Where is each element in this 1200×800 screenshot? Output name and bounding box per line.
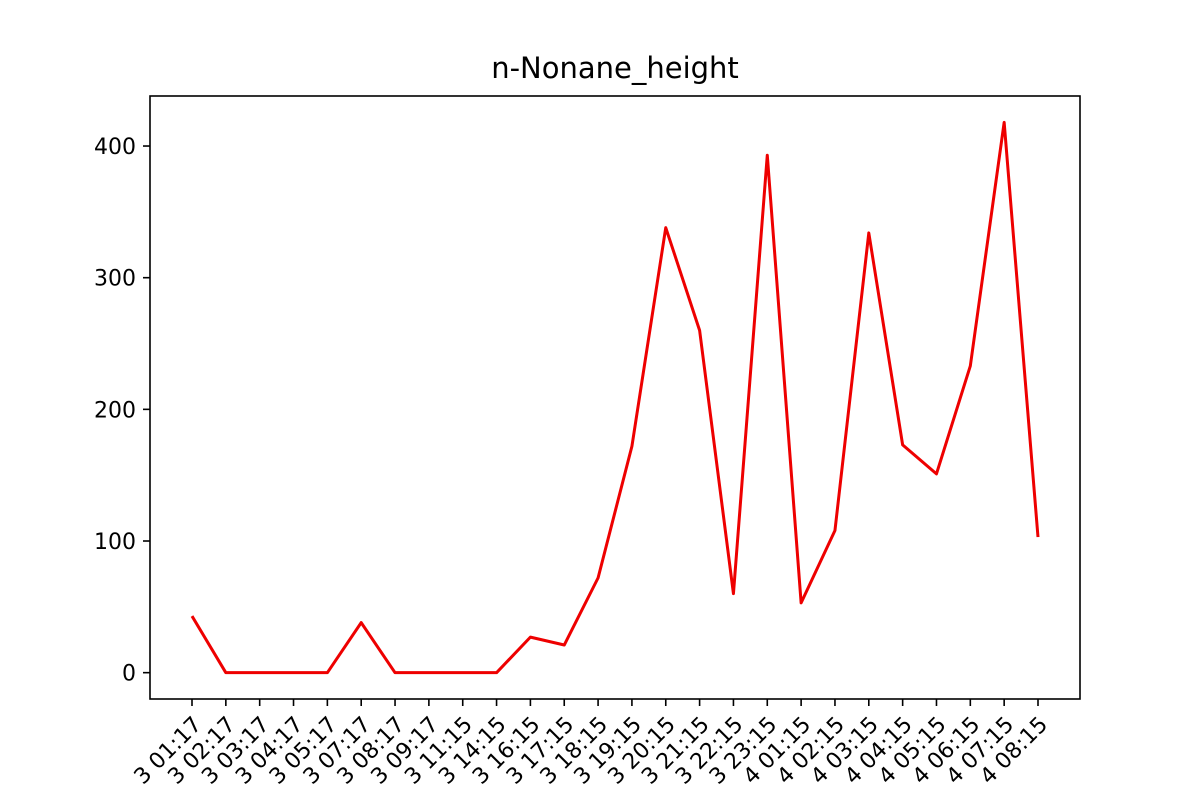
- y-tick-label: 200: [94, 398, 136, 423]
- series-layer: [190, 120, 1040, 675]
- axes-frame: [149, 95, 1081, 700]
- chart-title: n-Nonane_height: [491, 51, 739, 85]
- y-axis: 0 100 200 300 400: [94, 135, 150, 687]
- y-tick-label: 300: [94, 267, 136, 292]
- x-axis: 3 01:173 02:173 03:173 04:173 05:173 07:…: [130, 699, 1053, 790]
- y-tick-label: 100: [94, 530, 136, 555]
- series-line-0: [190, 120, 1040, 675]
- y-tick-label: 0: [122, 662, 136, 687]
- y-tick-label: 400: [94, 135, 136, 160]
